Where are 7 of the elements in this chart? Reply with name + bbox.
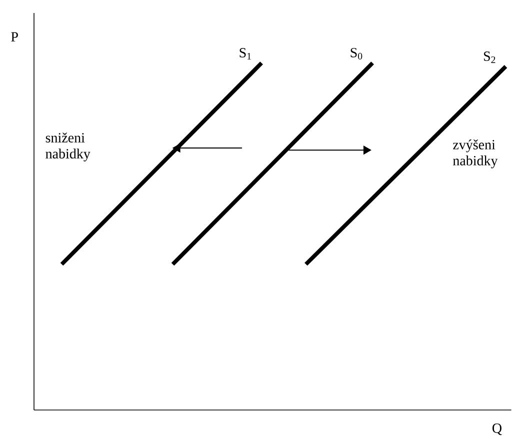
series-label: S$_{2}$: [484, 52, 496, 63]
x-axis-title: Q: [492, 424, 502, 436]
annotation: zvýšeni nabidky: [452, 140, 498, 168]
series-label: S$_{1}$: [240, 48, 251, 60]
series-label: S$_{0}$: [350, 48, 362, 60]
annotation: sniženi nabidky: [46, 132, 90, 162]
y-axis-title: P: [11, 32, 18, 42]
